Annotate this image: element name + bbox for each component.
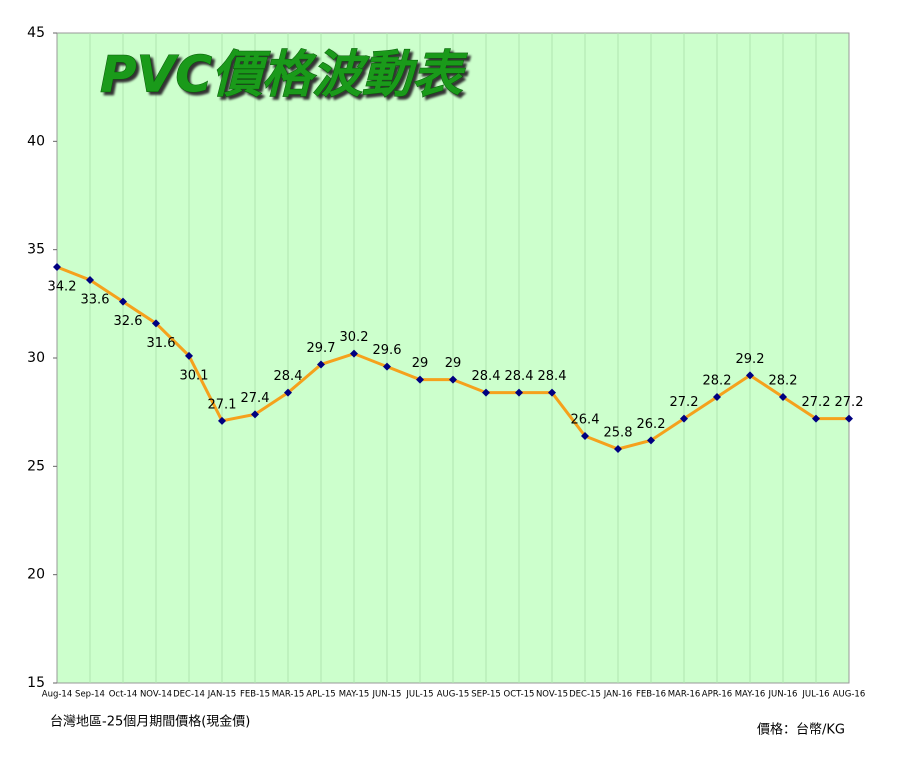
marker <box>350 349 358 358</box>
y-tick-label: 30 <box>27 350 45 366</box>
footnote-left: 台灣地區-25個月期間價格(現金價) <box>50 714 250 730</box>
data-label: 34.2 <box>48 280 77 295</box>
data-label: 27.1 <box>208 397 237 412</box>
marker <box>647 436 655 445</box>
x-tick-label: SEP-15 <box>471 690 501 700</box>
data-label: 29.2 <box>736 352 765 367</box>
marker <box>317 360 325 369</box>
footnote-right: 價格：台幣/KG <box>757 722 845 738</box>
marker <box>614 445 622 453</box>
marker <box>515 388 523 397</box>
x-tick-label: MAR-16 <box>668 690 701 700</box>
x-tick-label: OCT-15 <box>504 690 535 700</box>
data-label: 25.8 <box>604 426 633 441</box>
x-tick-label: Sep-14 <box>75 690 105 700</box>
marker <box>416 375 424 384</box>
x-tick-label: JUN-15 <box>372 690 402 700</box>
x-tick-label: APL-15 <box>306 690 335 700</box>
x-tick-label: MAY-16 <box>735 690 766 700</box>
y-tick-label: 15 <box>27 675 45 691</box>
marker <box>581 432 589 440</box>
x-tick-label: MAY-15 <box>339 690 370 700</box>
data-label: 31.6 <box>147 336 176 351</box>
x-tick-label: FEB-15 <box>240 690 270 700</box>
x-tick-label: APR-16 <box>702 690 732 700</box>
x-tick-label: JUN-16 <box>768 690 798 700</box>
y-tick-label: 20 <box>27 567 45 583</box>
x-tick-label: NOV-15 <box>536 690 568 700</box>
marker <box>713 393 721 401</box>
data-label: 29.6 <box>373 343 402 358</box>
data-label: 27.2 <box>802 395 831 410</box>
y-tick-label: 25 <box>27 458 45 474</box>
x-tick-label: FEB-16 <box>636 690 666 700</box>
data-label: 29 <box>412 356 429 371</box>
data-label: 28.4 <box>274 369 303 384</box>
marker <box>383 362 391 371</box>
marker <box>779 393 787 401</box>
y-tick-label: 35 <box>27 242 45 258</box>
data-label: 26.2 <box>637 417 666 432</box>
marker <box>218 416 226 425</box>
marker <box>482 388 490 397</box>
data-label: 27.4 <box>241 391 270 406</box>
marker <box>746 371 754 380</box>
marker <box>251 410 259 419</box>
data-label: 28.2 <box>769 374 798 389</box>
marker <box>152 319 160 328</box>
x-tick-label: NOV-14 <box>140 690 172 700</box>
x-tick-label: JAN-16 <box>603 690 632 700</box>
marker <box>284 388 292 397</box>
x-tick-label: JUL-16 <box>801 690 829 700</box>
data-label: 33.6 <box>81 293 110 308</box>
x-tick-label: Aug-14 <box>42 690 72 700</box>
x-tick-label: AUG-16 <box>833 690 866 700</box>
data-label: 30.2 <box>340 330 369 345</box>
marker <box>53 263 61 271</box>
marker <box>185 351 193 360</box>
data-label: 28.4 <box>538 369 567 384</box>
data-label: 26.4 <box>571 413 600 428</box>
data-label: 29.7 <box>307 341 336 356</box>
data-label: 28.2 <box>703 374 732 389</box>
x-tick-label: DEC-15 <box>569 690 601 700</box>
marker <box>845 414 853 423</box>
x-tick-label: MAR-15 <box>272 690 305 700</box>
y-tick-label: 45 <box>27 25 45 41</box>
marker <box>449 375 457 384</box>
data-label: 27.2 <box>670 395 699 410</box>
x-tick-label: JAN-15 <box>207 690 236 700</box>
data-label: 30.1 <box>180 368 209 383</box>
x-tick-label: AUG-15 <box>437 690 470 700</box>
marker <box>119 297 127 306</box>
data-label: 29 <box>445 356 462 371</box>
marker <box>680 414 688 423</box>
x-tick-label: Oct-14 <box>109 690 138 700</box>
data-label: 27.2 <box>835 395 864 410</box>
marker <box>548 388 556 397</box>
y-tick-label: 40 <box>27 133 45 149</box>
x-tick-label: JUL-15 <box>405 690 433 700</box>
marker <box>812 414 820 423</box>
x-tick-label: DEC-14 <box>173 690 205 700</box>
data-label: 28.4 <box>472 369 501 384</box>
chart-title: PVC價格波動表 <box>100 46 468 104</box>
data-label: 32.6 <box>114 314 143 329</box>
marker <box>86 276 94 284</box>
data-label: 28.4 <box>505 369 534 384</box>
